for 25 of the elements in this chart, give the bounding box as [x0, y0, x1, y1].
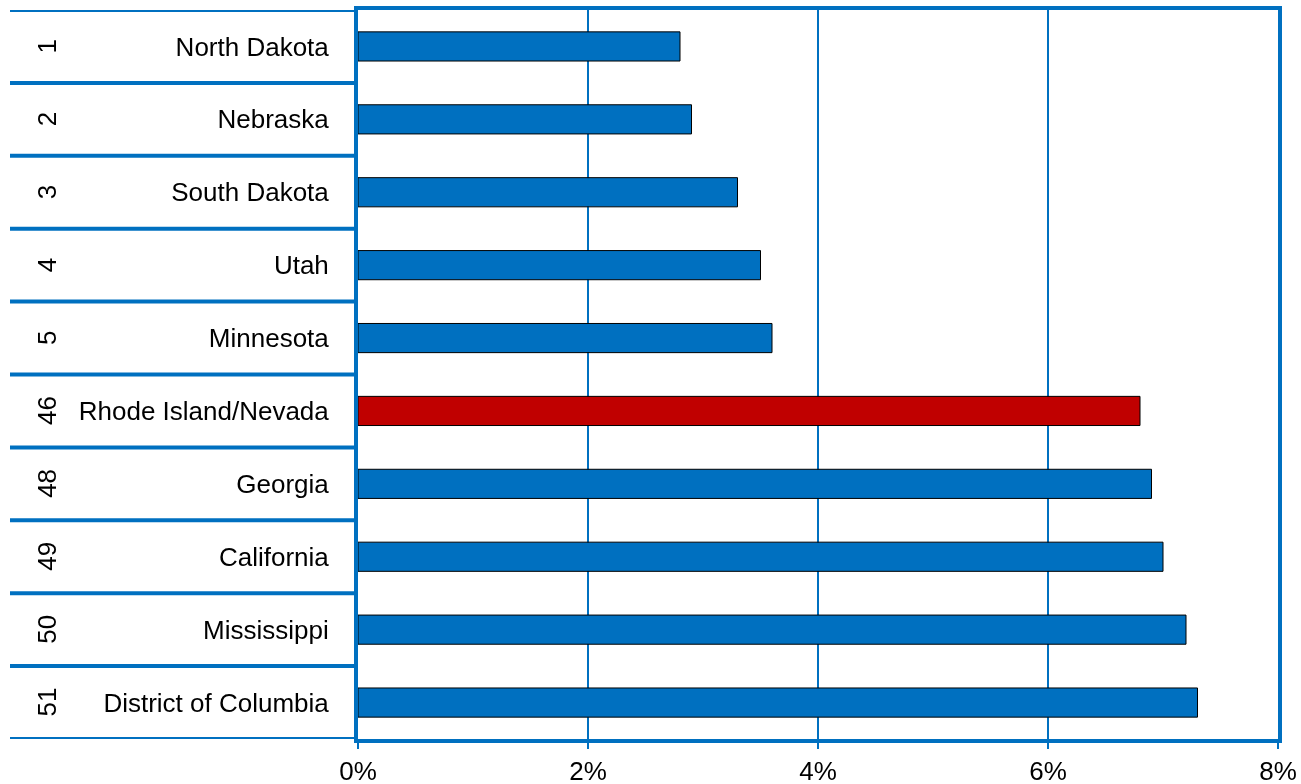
text: 1 [31, 38, 62, 54]
x-tick-label: 4% [799, 756, 837, 784]
text: 46 [32, 396, 63, 425]
text: 3 [31, 184, 62, 200]
y-tick-label: Utah [273, 250, 329, 281]
text: 2 [31, 111, 62, 127]
x-tick-label: 6% [1029, 756, 1067, 784]
y-tick-label: Rhode Island/Nevada [78, 396, 330, 427]
x-tick-label: 0% [339, 756, 377, 784]
y-tick-label: Nebraska [217, 104, 330, 135]
x-tick-label: 8% [1259, 756, 1297, 784]
y-tick-label: South Dakota [171, 177, 330, 208]
y-tick-label: Georgia [236, 468, 330, 499]
y-tick-label: Minnesota [208, 323, 330, 354]
text: 5 [31, 330, 62, 346]
y-tick-label: North Dakota [175, 31, 330, 62]
y-tick-label: District of Columbia [103, 687, 330, 718]
text: 51 [32, 687, 63, 717]
x-tick-label: 2% [569, 756, 607, 784]
text: 49 [32, 541, 63, 571]
text: 48 [32, 468, 63, 498]
text: 50 [32, 614, 63, 644]
y-tick-label: Mississippi [203, 614, 329, 645]
y-tick-label: California [218, 541, 330, 572]
text: 4 [31, 257, 62, 273]
